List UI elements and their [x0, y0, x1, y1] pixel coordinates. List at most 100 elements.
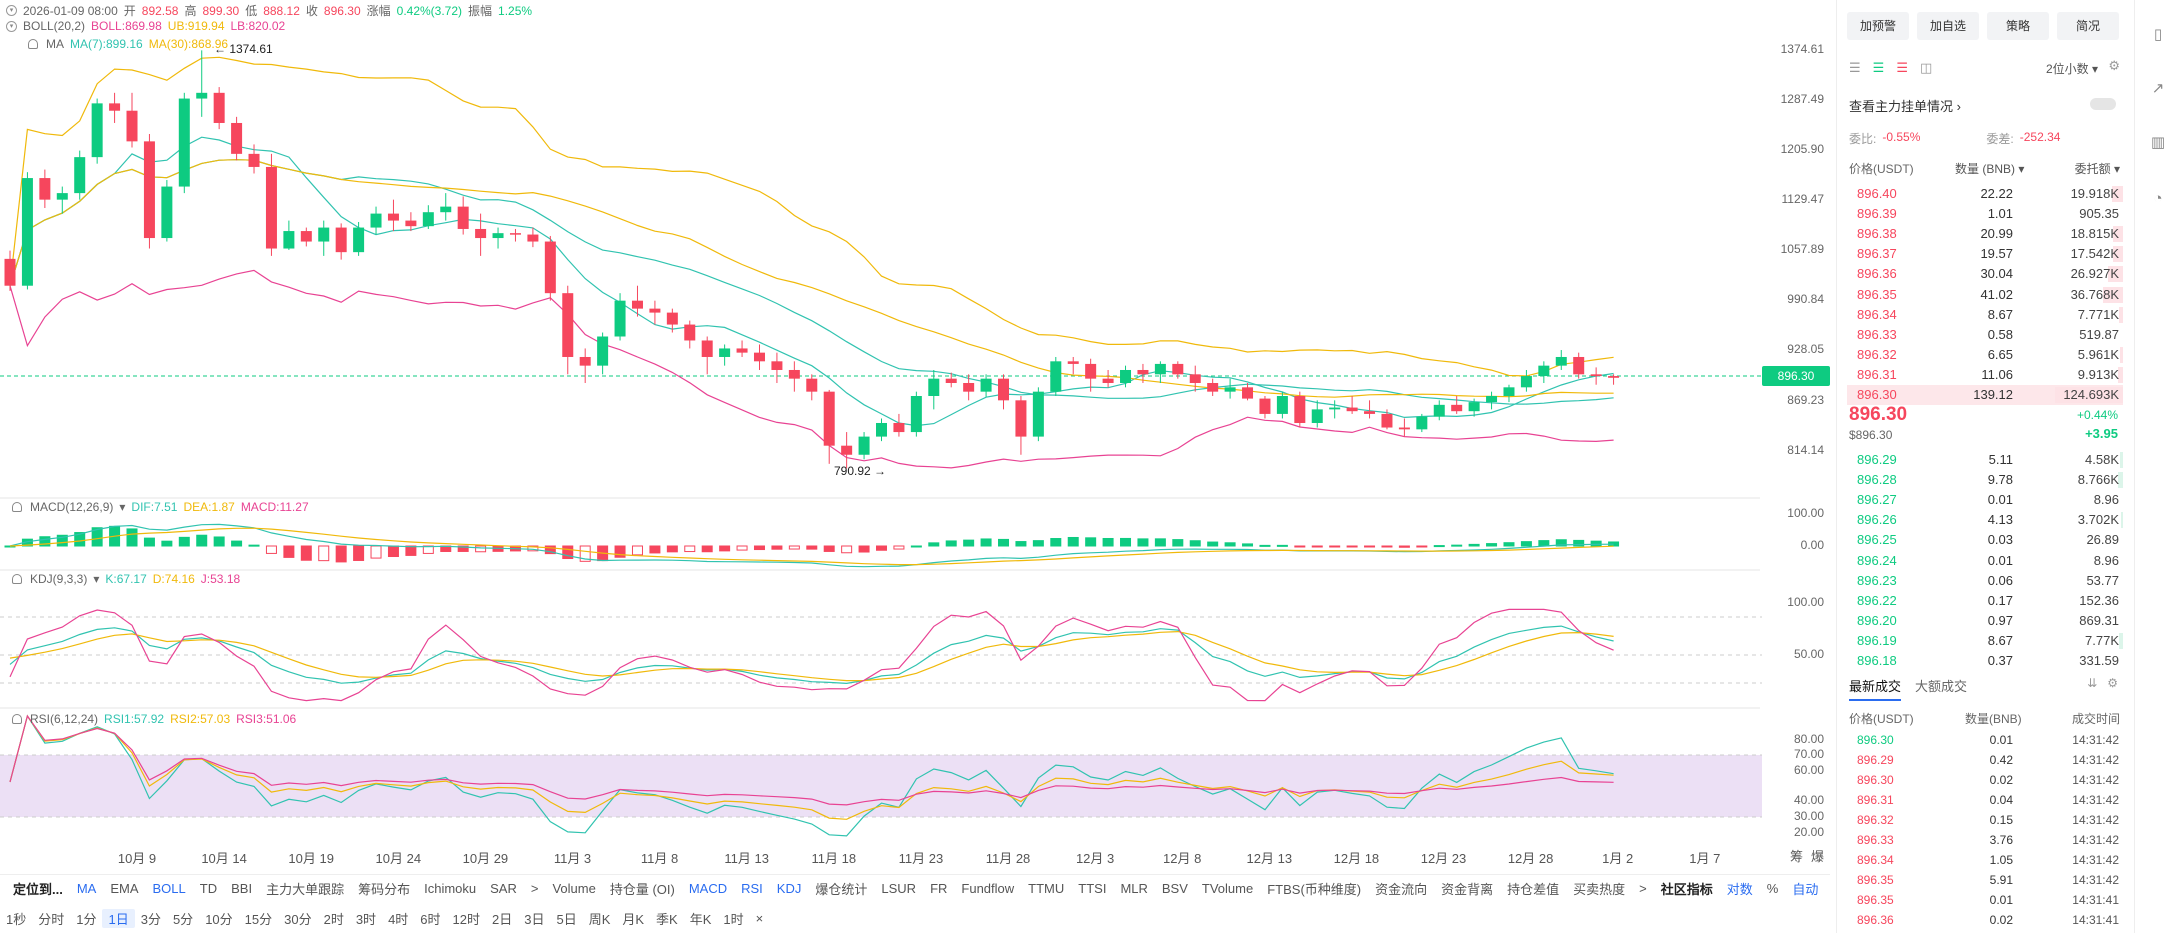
toolbar-item[interactable]: 爆仓统计: [815, 882, 868, 897]
toolbar-item[interactable]: RSI: [741, 881, 763, 896]
toolbar-item[interactable]: FTBS(币种维度): [1267, 882, 1362, 897]
orderbook-row[interactable]: 896.28 9.78 8.766K: [1847, 470, 2123, 490]
toolbar-item[interactable]: KDJ: [776, 881, 802, 896]
orderbook-row[interactable]: 896.35 41.02 36.768K: [1847, 285, 2123, 305]
orderbook-row[interactable]: 896.29 5.11 4.58K: [1847, 450, 2123, 470]
axis-corner[interactable]: 筹 爆: [1789, 849, 1824, 864]
interval-item[interactable]: 2日: [492, 911, 513, 927]
interval-item[interactable]: 季K: [656, 911, 678, 927]
col-qty[interactable]: 数量 (BNB) ▾: [1955, 162, 2025, 176]
toolbar-item[interactable]: TTSI: [1078, 881, 1107, 896]
orderbook-row[interactable]: 896.30 139.12 124.693K: [1847, 385, 2123, 405]
toolbar-item[interactable]: 资金背离: [1441, 882, 1494, 897]
rsi-legend[interactable]: RSI(6,12,24) RSI1:57.92 RSI2:57.03 RSI3:…: [12, 712, 296, 726]
tab-large-trades[interactable]: 大额成交: [1915, 679, 1968, 694]
bell-icon[interactable]: [28, 39, 38, 49]
toolbar-item[interactable]: TTMU: [1028, 881, 1065, 896]
interval-item[interactable]: 1秒: [6, 911, 27, 927]
collapse-icon[interactable]: ▾: [6, 5, 17, 16]
toolbar-item[interactable]: 主力大单跟踪: [266, 882, 345, 897]
book-both-icon[interactable]: ☰: [1849, 60, 1861, 75]
orderbook-row[interactable]: 896.26 4.13 3.702K: [1847, 510, 2123, 530]
toolbar-item[interactable]: 筹码分布: [358, 882, 411, 897]
toolbar-item[interactable]: LSUR: [881, 881, 917, 896]
toolbar-item[interactable]: BSV: [1161, 881, 1188, 896]
interval-item[interactable]: 4时: [388, 911, 409, 927]
toolbar-item[interactable]: >: [530, 881, 539, 896]
orderbook-row[interactable]: 896.39 1.01 905.35: [1847, 204, 2123, 224]
filter-icon[interactable]: ⇊: [2087, 676, 2098, 690]
orderbook-row[interactable]: 896.34 8.67 7.771K: [1847, 305, 2123, 325]
interval-item[interactable]: 3时: [355, 911, 377, 927]
toolbar-item[interactable]: MLR: [1120, 881, 1148, 896]
gear-icon[interactable]: ⚙: [2107, 676, 2118, 690]
interval-item[interactable]: 周K: [588, 911, 611, 927]
interval-item[interactable]: 10分: [205, 911, 233, 927]
orderbook-row[interactable]: 896.40 22.22 19.918K: [1847, 184, 2123, 204]
interval-item[interactable]: 2时: [323, 911, 344, 927]
interval-item[interactable]: 月K: [622, 911, 645, 927]
orderbook-row[interactable]: 896.32 6.65 5.961K: [1847, 345, 2123, 365]
interval-item[interactable]: 6时: [420, 911, 441, 927]
bell-icon[interactable]: [12, 574, 22, 584]
interval-item[interactable]: 1日: [102, 908, 135, 928]
add-alert-button[interactable]: 加预警: [1847, 12, 1909, 40]
interval-item[interactable]: ×: [755, 910, 764, 926]
interval-item[interactable]: 15分: [244, 911, 273, 927]
col-total[interactable]: 委托额 ▾: [2074, 162, 2120, 176]
toolbar-item[interactable]: 持仓量 (OI): [609, 882, 675, 897]
book-bids-icon[interactable]: ☰: [1872, 60, 1885, 75]
book-asks-icon[interactable]: ☰: [1896, 60, 1908, 75]
macd-legend[interactable]: MACD(12,26,9) ▾ DIF:7.51 DEA:1.87 MACD:1…: [12, 500, 309, 514]
interval-item[interactable]: 1时: [723, 911, 744, 927]
interval-item[interactable]: 30分: [284, 911, 312, 927]
strategy-button[interactable]: 策略: [1987, 12, 2049, 40]
bar-chart-icon[interactable]: ▥: [2150, 134, 2166, 151]
collapse-icon[interactable]: ▾: [6, 20, 17, 32]
toolbar-item[interactable]: 自动: [1792, 882, 1819, 897]
orderbook-row[interactable]: 896.36 30.04 26.927K: [1847, 264, 2123, 284]
orderbook-row[interactable]: 896.23 0.06 53.77: [1847, 571, 2123, 591]
chevron-down-icon[interactable]: ▾: [93, 572, 100, 586]
interval-item[interactable]: 1分: [76, 911, 97, 927]
document-icon[interactable]: ▯: [2153, 26, 2163, 43]
kdj-legend[interactable]: KDJ(9,3,3) ▾ K:67.17 D:74.16 J:53.18: [12, 572, 240, 586]
toolbar-item[interactable]: TVolume: [1201, 881, 1254, 896]
interval-item[interactable]: 5日: [556, 911, 577, 927]
bell-icon[interactable]: [12, 502, 22, 512]
chevron-down-icon[interactable]: ▾: [119, 500, 126, 514]
toolbar-item[interactable]: TD: [199, 881, 218, 896]
bell-icon[interactable]: [12, 714, 22, 724]
gauge-icon[interactable]: ◔: [2153, 190, 2163, 207]
toolbar-item[interactable]: MA: [76, 881, 97, 896]
toolbar-item[interactable]: Fundflow: [961, 881, 1015, 896]
toolbar-item[interactable]: >: [1639, 881, 1647, 896]
orderbook-row[interactable]: 896.31 11.06 9.913K: [1847, 365, 2123, 385]
orderbook-row[interactable]: 896.19 8.67 7.77K: [1847, 631, 2123, 651]
chart-area[interactable]: ← 1374.61 790.92 → ▾ 2026-01-09 08:00 开 89…: [0, 0, 1830, 870]
overview-button[interactable]: 简况: [2057, 12, 2119, 40]
decimals-select[interactable]: 2位小数 ▾: [2045, 62, 2098, 76]
orderbook-row[interactable]: 896.22 0.17 152.36: [1847, 591, 2123, 611]
toolbar-item[interactable]: BBI: [231, 881, 253, 896]
toolbar-item[interactable]: MACD: [688, 881, 728, 896]
orderbook-row[interactable]: 896.37 19.57 17.542K: [1847, 244, 2123, 264]
orderbook-row[interactable]: 896.25 0.03 26.89: [1847, 530, 2123, 550]
toolbar-item[interactable]: 持仓差值: [1507, 882, 1560, 897]
ma-legend[interactable]: MA MA(7):899.16 MA(30):868.96: [28, 37, 228, 51]
interval-item[interactable]: 12时: [452, 911, 480, 927]
orderbook-row[interactable]: 896.38 20.99 18.815K: [1847, 224, 2123, 244]
toolbar-item[interactable]: 资金流向: [1375, 882, 1428, 897]
toolbar-item[interactable]: Volume: [552, 881, 596, 896]
toolbar-item[interactable]: 买卖热度: [1573, 882, 1626, 897]
interval-item[interactable]: 5分: [172, 911, 194, 927]
orderbook-row[interactable]: 896.33 0.58 519.87: [1847, 325, 2123, 345]
toolbar-item[interactable]: SAR: [490, 881, 517, 896]
toolbar-item[interactable]: EMA: [110, 881, 139, 896]
toolbar-item[interactable]: 对数: [1726, 882, 1753, 897]
toolbar-item[interactable]: %: [1766, 881, 1779, 896]
interval-item[interactable]: 3日: [524, 911, 545, 927]
toolbar-item[interactable]: BOLL: [152, 881, 186, 896]
add-watchlist-button[interactable]: 加自选: [1917, 12, 1979, 40]
interval-item[interactable]: 3分: [140, 911, 161, 927]
